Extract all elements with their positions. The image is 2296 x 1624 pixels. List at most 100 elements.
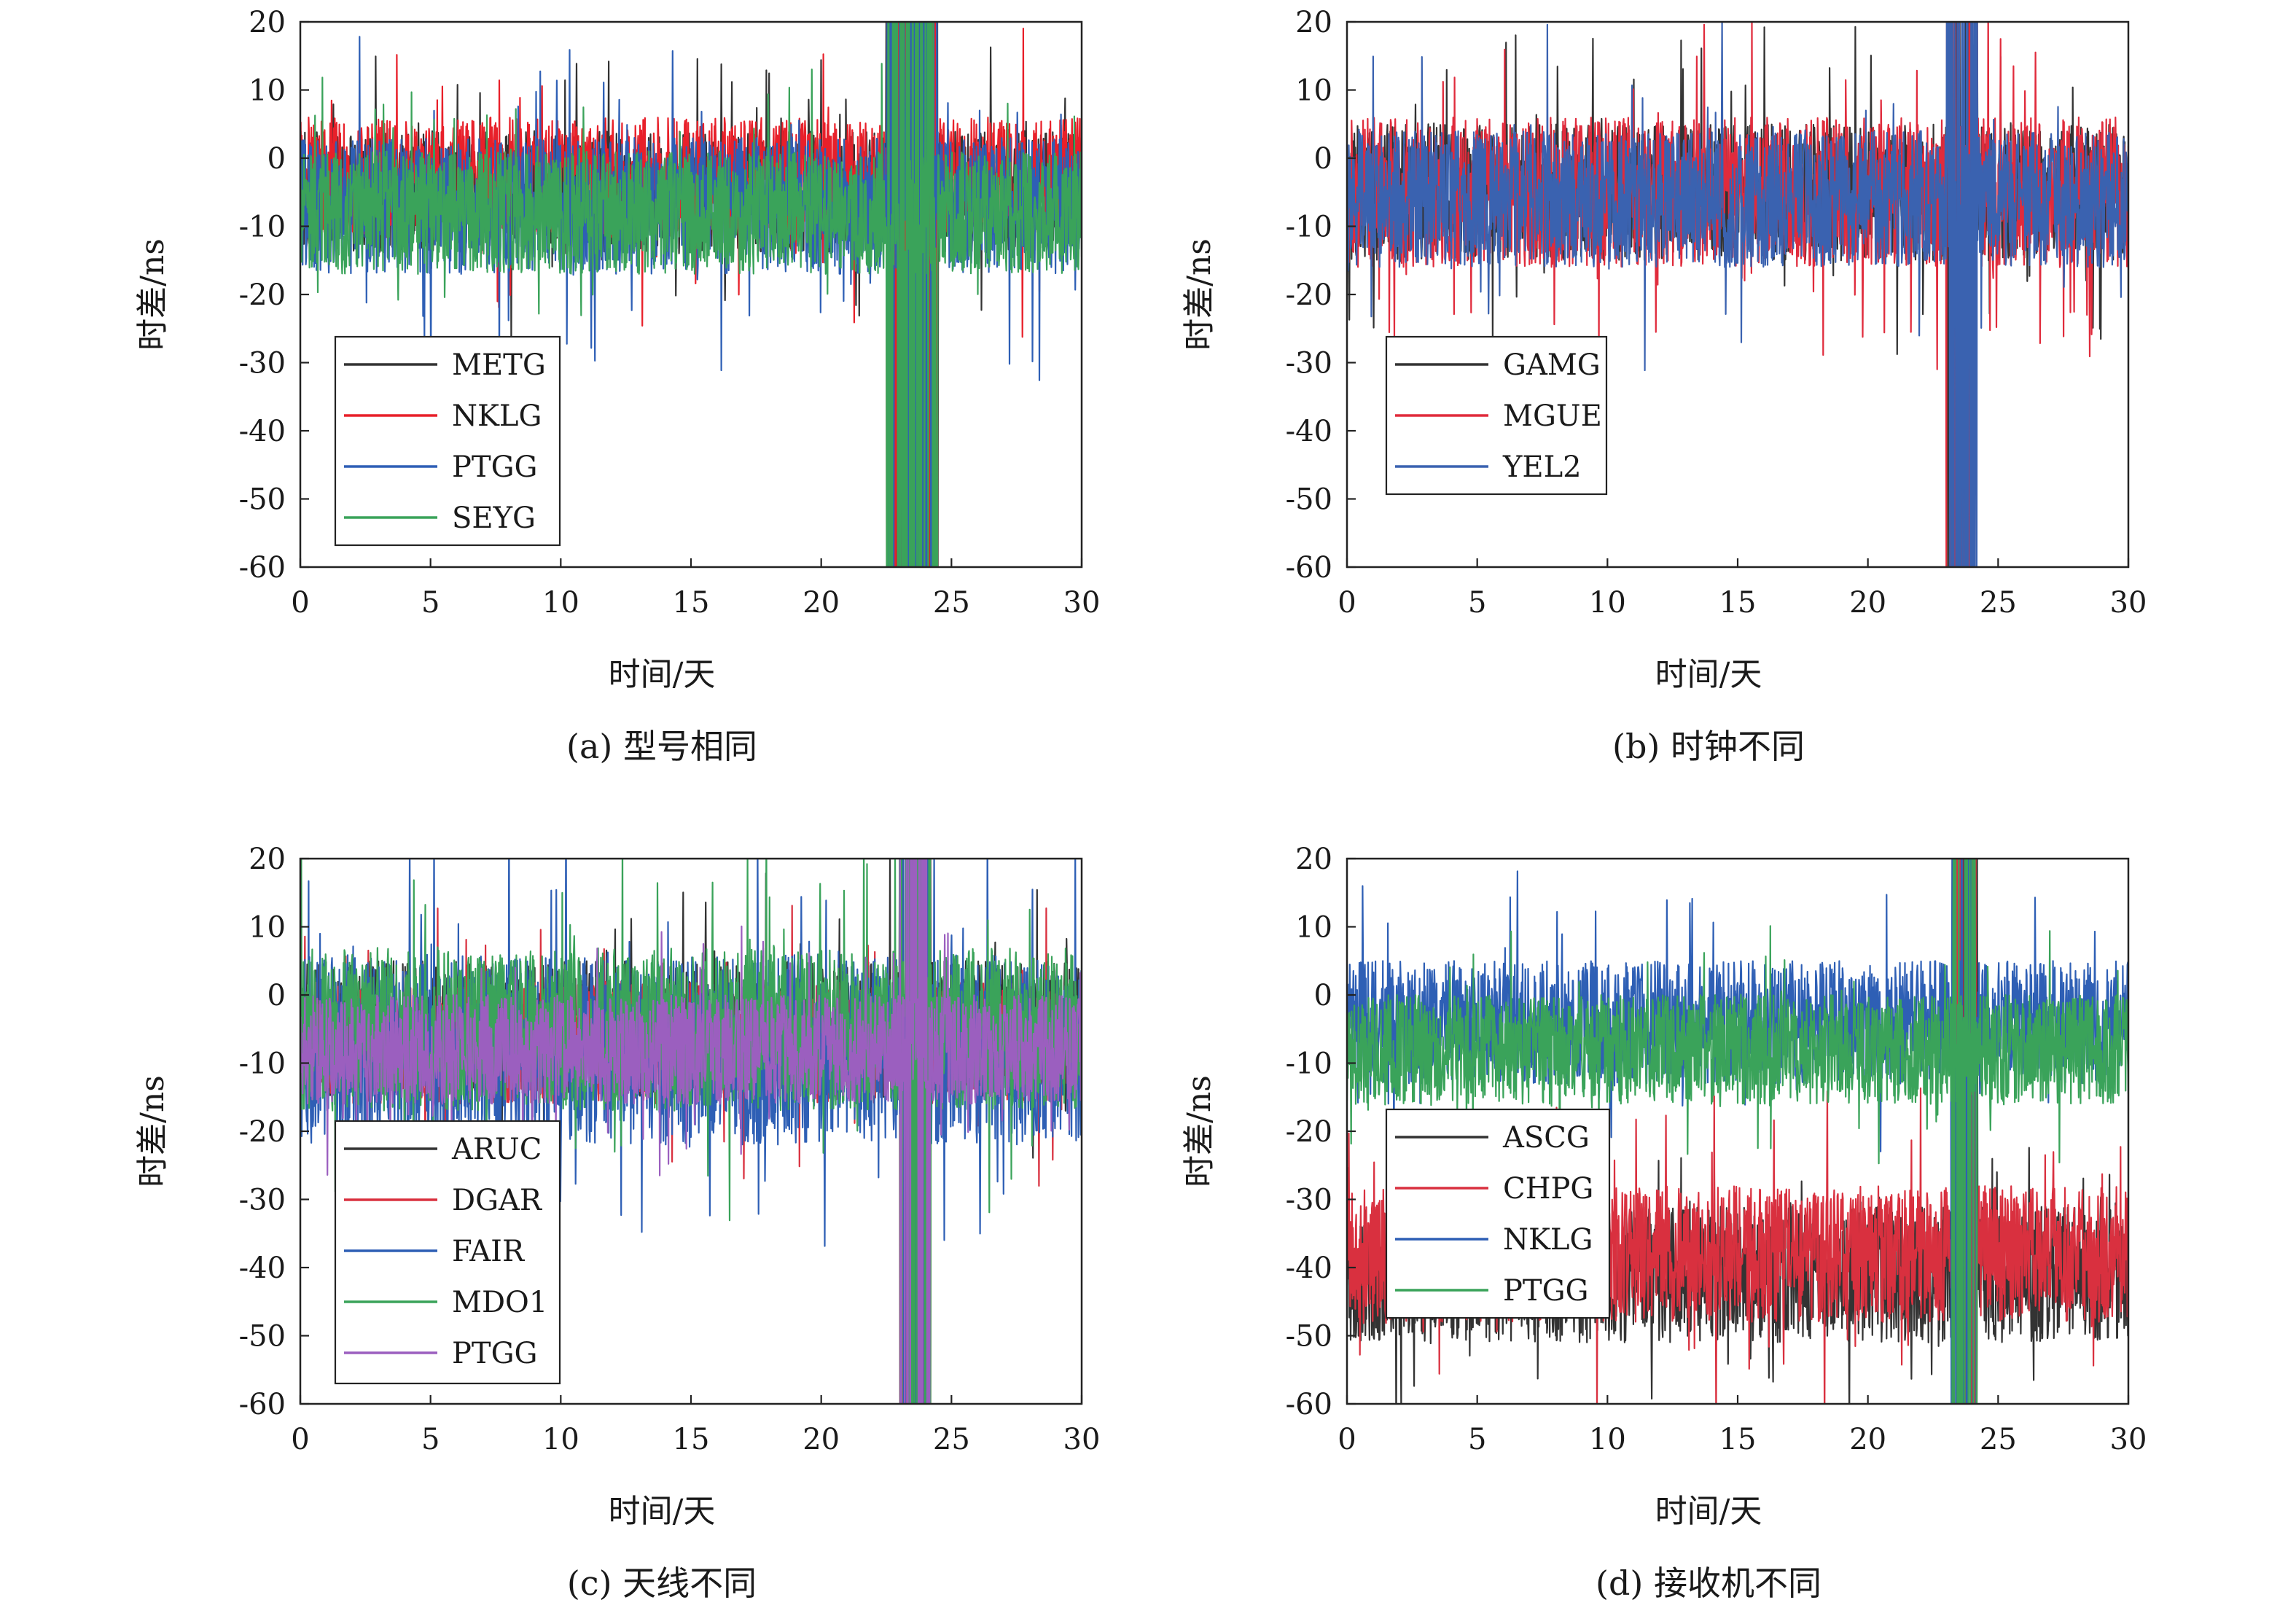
- x-tick-label: 30: [1063, 1423, 1101, 1456]
- legend: ARUC DGAR FAIR MDO1 PTGG: [334, 1120, 561, 1385]
- y-tick-label: -60: [239, 551, 286, 585]
- x-tick-label: 25: [1980, 586, 2017, 620]
- series-group: [300, 22, 1082, 567]
- x-tick-label: 15: [1719, 586, 1757, 620]
- x-tick-label: 20: [803, 1423, 840, 1456]
- x-tick-label: 20: [1849, 1423, 1886, 1456]
- x-axis-label: 时间/天: [1655, 1493, 1762, 1530]
- x-tick-label: 15: [673, 586, 710, 620]
- x-tick-label: 15: [673, 1423, 710, 1456]
- x-tick-label: 10: [1589, 586, 1626, 620]
- legend-label-dgar: DGAR: [452, 1184, 543, 1217]
- y-tick-label: -20: [239, 278, 286, 312]
- y-tick-label: 10: [1295, 911, 1332, 945]
- y-tick-label: -10: [239, 1047, 286, 1081]
- x-tick-label: 25: [1980, 1423, 2017, 1456]
- legend-box: [1385, 1108, 1611, 1319]
- legend-label-mdo1: MDO1: [452, 1286, 547, 1319]
- panel-caption: (c) 天线不同: [567, 1564, 757, 1603]
- legend-label-aruc: ARUC: [451, 1133, 542, 1166]
- y-tick-label: -50: [1286, 1320, 1332, 1354]
- y-tick-label: -20: [1286, 278, 1332, 312]
- legend: METG NKLG PTGG SEYG: [334, 335, 561, 547]
- y-axis-label: 时差/ns: [134, 238, 171, 351]
- y-axis-label: 时差/ns: [1181, 238, 1218, 351]
- x-tick-label: 25: [933, 586, 970, 620]
- series-line-gamg: [1347, 22, 2128, 567]
- legend-label-seyg: SEYG: [452, 501, 536, 535]
- y-tick-label: 20: [1295, 6, 1332, 39]
- series-group: [300, 859, 1082, 1404]
- legend-label-fair: FAIR: [452, 1235, 526, 1268]
- legend-label-metg: METG: [452, 348, 546, 382]
- x-tick-label: 30: [2110, 586, 2147, 620]
- x-axis-label: 时间/天: [609, 656, 716, 693]
- x-tick-label: 5: [421, 1423, 440, 1456]
- legend: GAMG MGUE YEL2: [1385, 335, 1608, 496]
- x-tick-label: 5: [1468, 586, 1486, 620]
- y-axis-label: 时差/ns: [134, 1075, 171, 1187]
- y-tick-label: 20: [249, 6, 286, 39]
- y-tick-label: 10: [249, 74, 286, 108]
- y-tick-label: -10: [1286, 211, 1332, 244]
- y-tick-label: -50: [239, 483, 286, 517]
- x-tick-label: 5: [421, 586, 440, 620]
- series-line-seyg: [300, 22, 1082, 567]
- legend-label-yel2: YEL2: [1502, 450, 1582, 484]
- x-tick-label: 20: [1849, 586, 1886, 620]
- y-tick-label: -50: [1286, 483, 1332, 517]
- x-tick-label: 10: [542, 586, 579, 620]
- legend-label-ascg: ASCG: [1502, 1121, 1590, 1155]
- legend-label-ptgg: PTGG: [452, 450, 538, 484]
- legend-label-nklg: NKLG: [452, 399, 542, 433]
- legend-box: [334, 1120, 561, 1385]
- legend-label-chpg: CHPG: [1503, 1172, 1593, 1206]
- series-line-yel2: [1347, 22, 2128, 567]
- y-tick-label: -50: [239, 1320, 286, 1354]
- y-tick-label: 0: [1314, 142, 1332, 176]
- x-tick-label: 25: [933, 1423, 970, 1456]
- x-tick-label: 15: [1719, 1423, 1757, 1456]
- legend-label-gamg: GAMG: [1503, 348, 1601, 382]
- y-tick-label: 0: [268, 979, 286, 1012]
- panel-caption: (d) 接收机不同: [1596, 1564, 1821, 1603]
- y-tick-label: 10: [249, 911, 286, 945]
- legend-box: [334, 335, 561, 547]
- x-tick-label: 20: [803, 586, 840, 620]
- y-tick-label: -10: [239, 211, 286, 244]
- y-tick-label: -30: [239, 347, 286, 380]
- legend-label-nklg: NKLG: [1503, 1223, 1593, 1257]
- legend-label-ptgg: PTGG: [452, 1337, 538, 1370]
- y-tick-label: -30: [1286, 1184, 1332, 1217]
- y-tick-label: -60: [1286, 1388, 1332, 1421]
- y-tick-label: -20: [1286, 1115, 1332, 1149]
- series-group: [1347, 22, 2128, 567]
- y-tick-label: 10: [1295, 74, 1332, 108]
- series-line-ptgg: [300, 859, 1082, 1404]
- y-tick-label: -40: [239, 1252, 286, 1285]
- x-tick-label: 10: [1589, 1423, 1626, 1456]
- y-tick-label: 20: [249, 843, 286, 876]
- x-tick-label: 5: [1468, 1423, 1486, 1456]
- y-tick-label: -10: [1286, 1047, 1332, 1081]
- y-tick-label: -40: [239, 415, 286, 448]
- y-tick-label: -60: [239, 1388, 286, 1421]
- x-tick-label: 30: [2110, 1423, 2147, 1456]
- y-axis-label: 时差/ns: [1181, 1075, 1218, 1187]
- legend-label-ptgg: PTGG: [1503, 1274, 1589, 1308]
- y-tick-label: -60: [1286, 551, 1332, 585]
- x-tick-label: 30: [1063, 586, 1101, 620]
- legend: ASCG CHPG NKLG PTGG: [1385, 1108, 1611, 1319]
- x-tick-label: 0: [1338, 1423, 1356, 1456]
- y-tick-label: 20: [1295, 843, 1332, 876]
- y-tick-label: -40: [1286, 415, 1332, 448]
- y-tick-label: 0: [1314, 979, 1332, 1012]
- x-tick-label: 0: [291, 1423, 309, 1456]
- series-line-ptgg: [1347, 859, 2128, 1404]
- series-line-mgue: [1347, 22, 2128, 567]
